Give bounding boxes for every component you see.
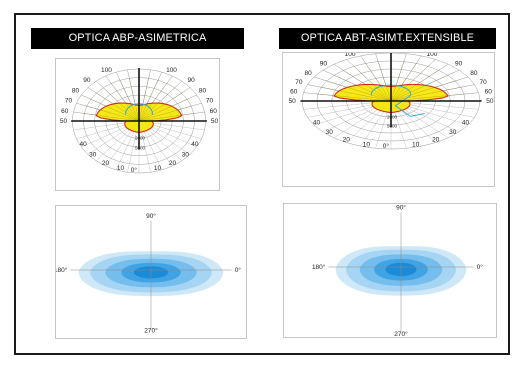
polar-scale-label-bottom-right: 20: [169, 160, 177, 167]
polar-grid-overlay: [364, 62, 392, 102]
title-optica-abt: OPTICA ABT-ASIMT.EXTENSIBLE: [279, 28, 496, 49]
polar-center-label: 5000: [135, 146, 146, 151]
polar-grid-overlay: [390, 60, 405, 102]
title-left-text: OPTICA ABP-ASIMETRICA: [68, 32, 207, 44]
polar-grid-overlay: [82, 113, 140, 122]
isolux-label-top: 90°: [146, 212, 156, 220]
polar-grid-overlay: [85, 105, 140, 122]
polar-scale-label-left: 80: [72, 87, 80, 94]
polar-scale-label-right: 90: [455, 60, 463, 67]
polar-scale-label-left: 50: [60, 118, 68, 125]
polar-scale-label-left: 90: [83, 77, 91, 84]
polar-scale-label-left: 60: [61, 108, 69, 115]
polar-grid-overlay: [390, 65, 430, 102]
polar-scale-label-bottom-left: 30: [89, 152, 97, 159]
polar-grid-overlay: [138, 113, 196, 122]
polar-grid-overlay: [110, 82, 140, 122]
polar-diagram-abp: 100 100 90 90 80 80 70 70 60 60 50 50 40 40 30 30 20 20 10…: [55, 58, 220, 191]
polar-scale-label-left: 80: [305, 70, 313, 77]
polar-scale-label-zero: 0°: [131, 166, 138, 174]
polar-scale-label-bottom-right: 40: [462, 119, 470, 126]
isolux-diagram-right-svg: 90° 180° 0° 270°: [312, 204, 484, 337]
isolux-label-bottom: 270°: [394, 330, 408, 337]
polar-scale-label-bottom-right: 30: [449, 129, 457, 136]
polar-scale-label-right: 50: [211, 118, 219, 125]
polar-grid-overlay: [138, 78, 159, 122]
polar-scale-label-bottom-left: 10: [117, 165, 125, 172]
polar-grid-overlay: [315, 93, 392, 102]
polar-grid-overlay: [352, 65, 392, 102]
isolux-label-right: 0°: [235, 266, 242, 274]
polar-scale-label-right: 50: [486, 98, 494, 105]
polar-grid-overlay: [390, 74, 450, 102]
polar-grid-overlay: [138, 76, 150, 122]
title-right-text: OPTICA ABT-ASIMT.EXTENSIBLE: [300, 32, 475, 44]
polar-scale-label-right: 100: [166, 67, 177, 74]
polar-scale-label-bottom-right: 20: [432, 137, 440, 144]
polar-grid-overlay: [138, 82, 168, 122]
polar-diagram-abt: 100 100 90 90 80 80 70 70 60 60 50 50 40 40 30 30 20 20 10…: [282, 52, 495, 187]
polar-scale-label-right: 60: [210, 108, 218, 115]
polar-scale-label-bottom-left: 20: [343, 137, 351, 144]
polar-scale-label-right: 100: [426, 53, 437, 58]
isolux-diagram-left-svg: 90° 180° 0° 270°: [56, 212, 242, 335]
polar-grid-overlay: [377, 60, 392, 102]
polar-grid-overlay: [138, 92, 183, 122]
polar-grid-overlay: [102, 86, 140, 122]
polar-scale-label-right: 60: [485, 89, 493, 96]
polar-scale-label-left: 100: [345, 53, 356, 58]
isolux-label-top: 90°: [396, 204, 406, 211]
polar-scale-label-left: 70: [295, 79, 303, 86]
polar-center-label: 5000: [387, 123, 398, 128]
isolux-diagram-abt: 90° 180° 0° 270°: [283, 203, 497, 338]
polar-grid-overlay: [324, 80, 392, 102]
polar-scale-label-left: 70: [65, 98, 73, 105]
polar-scale-label-right: 80: [470, 70, 478, 77]
polar-scale-label-bottom-left: 40: [80, 141, 88, 148]
isolux-label-right: 0°: [477, 263, 484, 271]
polar-grid-overlay: [390, 62, 418, 102]
polar-grid-overlay: [119, 78, 140, 122]
polar-grid-overlay: [390, 69, 441, 102]
polar-center-label: 2000: [387, 114, 398, 119]
polar-scale-label-left: 50: [289, 98, 297, 105]
title-optica-abp: OPTICA ABP-ASIMETRICA: [31, 28, 244, 49]
isolux-label-left: 180°: [56, 266, 68, 274]
polar-grid-overlay: [319, 86, 392, 102]
polar-scale-label-left: 60: [290, 89, 298, 96]
polar-grid-overlay: [128, 76, 140, 122]
polar-scale-label-bottom-right: 30: [182, 152, 190, 159]
polar-center-label: 2000: [135, 136, 146, 141]
polar-scale-label-bottom-left: 40: [313, 119, 321, 126]
polar-grid-overlay: [341, 69, 392, 102]
polar-grid-overlay: [332, 74, 392, 102]
polar-scale-label-bottom-right: 10: [154, 165, 162, 172]
cyan-distribution-curve: [370, 84, 425, 117]
polar-scale-label-bottom-left: 30: [326, 129, 334, 136]
isolux-label-left: 180°: [312, 263, 326, 271]
polar-grid-overlay: [95, 92, 140, 122]
polar-scale-label-right: 80: [199, 87, 207, 94]
polar-scale-label-bottom-right: 40: [191, 141, 199, 148]
polar-scale-label-bottom-right: 10: [412, 142, 420, 149]
polar-scale-label-left: 100: [101, 67, 112, 74]
polar-grid-overlay: [138, 105, 193, 122]
polar-scale-label-zero: 0°: [383, 142, 390, 150]
polar-grid-overlay: [390, 80, 458, 102]
isolux-label-bottom: 270°: [144, 326, 158, 334]
polar-scale-label-right: 90: [187, 77, 195, 84]
polar-scale-label-bottom-left: 20: [102, 160, 110, 167]
polar-grid-overlay: [390, 86, 463, 102]
polar-grid-overlay: [138, 98, 189, 122]
polar-grid-overlay: [138, 86, 176, 122]
polar-scale-label-bottom-left: 10: [363, 142, 371, 149]
polar-grid-overlay: [89, 98, 140, 122]
isolux-diagram-abp: 90° 180° 0° 270°: [55, 205, 247, 339]
polar-scale-label-left: 90: [320, 60, 328, 67]
polar-scale-label-right: 70: [479, 79, 487, 86]
polar-scale-label-right: 70: [206, 98, 214, 105]
